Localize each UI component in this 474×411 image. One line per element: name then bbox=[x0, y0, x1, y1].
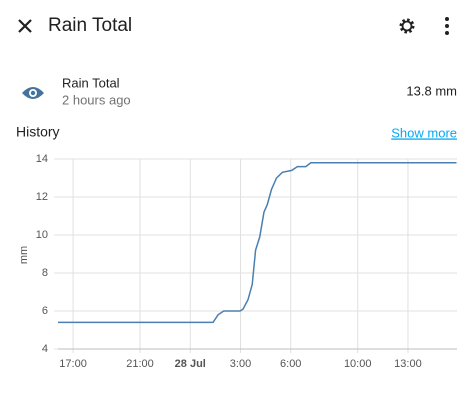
settings-button[interactable] bbox=[399, 18, 415, 34]
x-tick-label: 21:00 bbox=[126, 358, 154, 370]
y-tick-label: 4 bbox=[42, 343, 48, 355]
show-more-link[interactable]: Show more bbox=[391, 125, 457, 140]
history-title: History bbox=[16, 124, 60, 140]
entity-state: 13.8 mm bbox=[406, 83, 457, 98]
y-tick-label: 12 bbox=[36, 191, 48, 203]
x-tick-label: 10:00 bbox=[344, 358, 372, 370]
x-tick-label: 17:00 bbox=[59, 358, 87, 370]
x-tick-label: 28 Jul bbox=[175, 358, 206, 370]
dialog-title: Rain Total bbox=[48, 15, 132, 36]
data-line bbox=[58, 162, 457, 324]
entity-name: Rain Total bbox=[62, 75, 120, 90]
y-axis-label: mm bbox=[18, 246, 30, 264]
menu-button[interactable] bbox=[445, 17, 449, 35]
x-tick-label: 6:00 bbox=[280, 358, 301, 370]
y-tick-label: 14 bbox=[36, 153, 48, 165]
x-tick-label: 3:00 bbox=[230, 358, 251, 370]
entity-time: 2 hours ago bbox=[62, 92, 131, 107]
chart: 4 6 8 10 12 14 17:00 21:00 28 Jul 3:00 6:00 10:00 13… bbox=[36, 153, 457, 370]
y-tick-label: 10 bbox=[36, 229, 48, 241]
y-tick-label: 8 bbox=[42, 267, 48, 279]
y-tick-label: 6 bbox=[42, 305, 48, 317]
x-tick-label: 13:00 bbox=[394, 358, 422, 370]
close-button[interactable] bbox=[18, 19, 32, 33]
entity-icon bbox=[22, 87, 44, 99]
